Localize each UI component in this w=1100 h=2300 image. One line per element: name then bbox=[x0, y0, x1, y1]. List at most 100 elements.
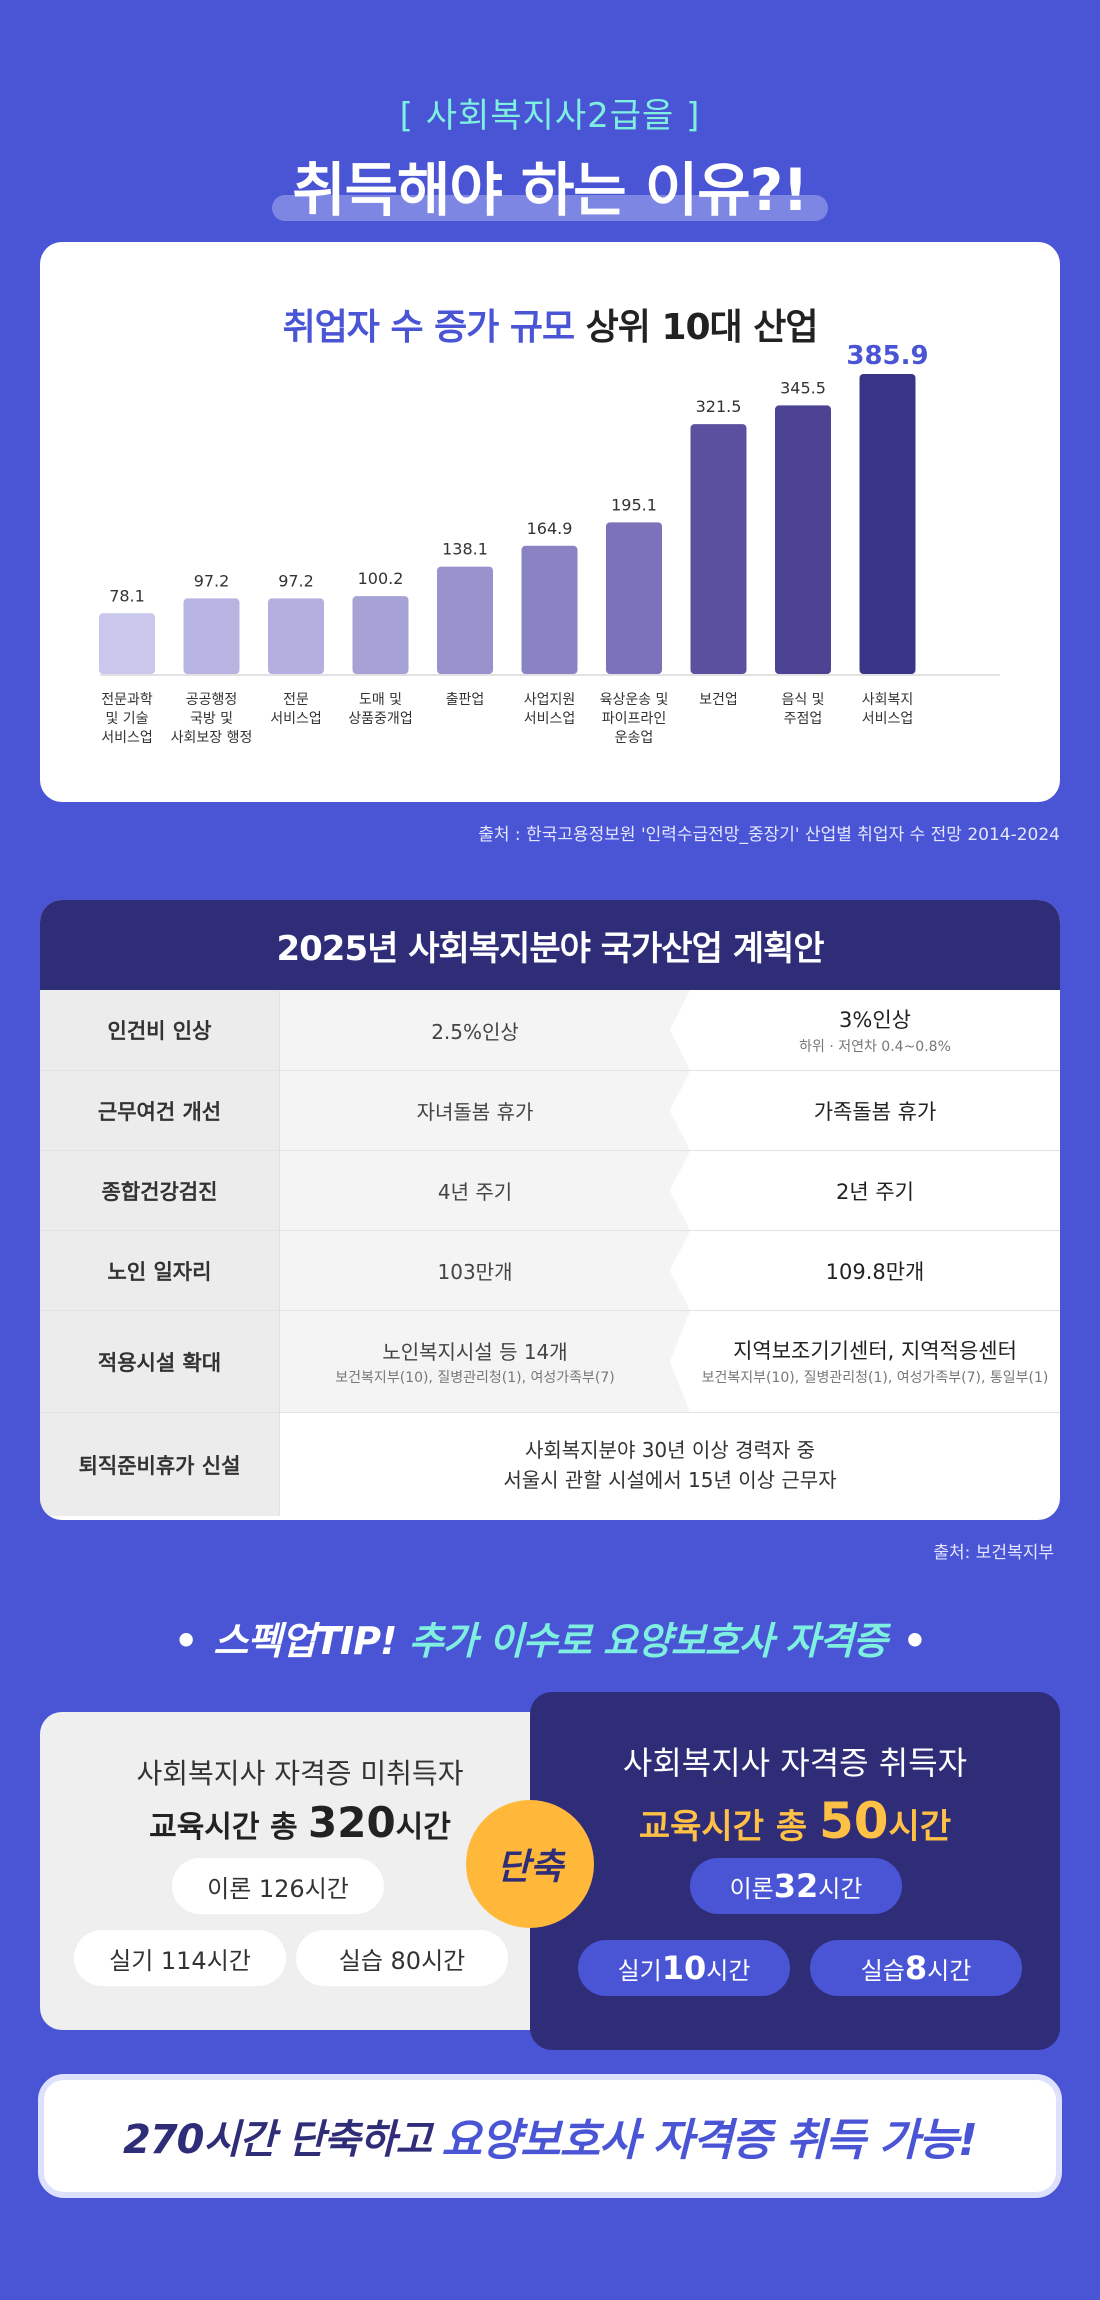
plan-before-value: 103만개 bbox=[437, 1260, 513, 1284]
bar-value-label: 321.5 bbox=[696, 397, 742, 416]
plan-before-value: 자녀돌봄 휴가 bbox=[416, 1100, 534, 1124]
plan-row: 적용시설 확대 노인복지시설 등 14개 보건복지부(10), 질병관리청(1), … bbox=[40, 1310, 1060, 1412]
plan-after-value: 3%인상 bbox=[839, 1007, 911, 1032]
left-theory-pill: 이론 126시간 bbox=[172, 1858, 384, 1914]
pill-label: 이론 bbox=[729, 1874, 774, 1903]
bullet-dot-right: • bbox=[902, 1619, 927, 1663]
chart-bar bbox=[521, 545, 578, 674]
plan-row-value-line2: 서울시 관할 시설에서 15년 이상 근무자 bbox=[503, 1467, 837, 1492]
plan-before-value: 4년 주기 bbox=[437, 1180, 513, 1204]
bar-value-label: 164.9 bbox=[527, 519, 573, 538]
plan-before-note: 보건복지부(10), 질병관리청(1), 여성가족부(7) bbox=[335, 1369, 615, 1386]
chart-title: 취업자 수 증가 규모 상위 10대 산업 bbox=[40, 298, 1060, 350]
compare-with-license: 사회복지사 자격증 취득자 교육시간 총 50시간 이론 32 시간 실기 10 시… bbox=[530, 1692, 1060, 2050]
bottom-normal-text: 270시간 단축하고 bbox=[122, 2117, 432, 2163]
plan-before-value: 2.5%인상 bbox=[431, 1019, 519, 1044]
right-training-pill: 실습 8 시간 bbox=[810, 1940, 1022, 1996]
plan-row-value-line1: 사회복지분야 30년 이상 경력자 중 bbox=[524, 1437, 816, 1462]
category-label: 및 기술 bbox=[105, 711, 148, 727]
total-prefix: 교육시간 총 bbox=[149, 1810, 308, 1845]
category-label: 서비스업 bbox=[101, 730, 153, 746]
compare-right-total: 교육시간 총 50시간 bbox=[530, 1792, 1060, 1850]
plan-row-label: 종합건강검진 bbox=[40, 1151, 280, 1230]
plan-after-value: 2년 주기 bbox=[836, 1179, 914, 1204]
category-label: 도매 및 bbox=[359, 692, 402, 708]
total-number: 50 bbox=[818, 1792, 889, 1850]
category-label: 보건업 bbox=[699, 692, 738, 708]
bullet-dot-left: • bbox=[173, 1619, 198, 1663]
total-unit: 시간 bbox=[888, 1807, 952, 1847]
category-label: 운송업 bbox=[615, 730, 654, 746]
plan-before-value: 노인복지시설 등 14개 bbox=[382, 1339, 568, 1364]
plan-row-after: 109.8만개 bbox=[670, 1231, 1060, 1310]
header-title-wrap: 취득해야 하는 이유?! bbox=[272, 143, 828, 227]
plan-row-before: 103만개 bbox=[280, 1231, 690, 1310]
bar-value-label: 345.5 bbox=[780, 378, 826, 397]
compare-left-title: 사회복지사 자격증 미취득자 bbox=[136, 1757, 464, 1790]
chart-title-rest: 상위 10대 산업 bbox=[585, 307, 819, 348]
chart-title-accent: 취업자 수 증가 규모 bbox=[282, 307, 576, 348]
plan-row: 근무여건 개선 자녀돌봄 휴가 가족돌봄 휴가 bbox=[40, 1070, 1060, 1150]
title-highlight-bar bbox=[272, 195, 828, 221]
category-label: 서비스업 bbox=[862, 711, 914, 727]
bar-value-label: 100.2 bbox=[358, 569, 404, 588]
plan-row-label: 퇴직준비휴가 신설 bbox=[40, 1413, 280, 1516]
bar-value-label: 97.2 bbox=[194, 571, 230, 590]
category-label: 육상운송 및 bbox=[600, 692, 669, 708]
pill-number: 10 bbox=[661, 1949, 707, 1987]
plan-row-after: 가족돌봄 휴가 bbox=[670, 1071, 1060, 1150]
compare-right-title: 사회복지사 자격증 취득자 bbox=[622, 1744, 968, 1782]
pill-unit: 시간 bbox=[706, 1956, 751, 1985]
category-label: 사회복지 bbox=[862, 692, 914, 708]
left-training-pill: 실습 80시간 bbox=[296, 1930, 508, 1986]
pill-unit: 시간 bbox=[818, 1874, 863, 1903]
category-label: 전문과학 bbox=[101, 692, 153, 708]
total-number: 320 bbox=[308, 1798, 396, 1847]
category-label: 주점업 bbox=[784, 711, 823, 727]
category-label: 전문 bbox=[283, 692, 309, 708]
category-label: 사업지원 bbox=[524, 692, 576, 708]
category-label: 출판업 bbox=[446, 692, 485, 708]
chart-bar bbox=[437, 566, 493, 674]
plan-row-label: 근무여건 개선 bbox=[40, 1071, 280, 1150]
chart-source: 출처 : 한국고용정보원 '인력수급전망_중장기' 산업별 취업자 수 전망 2… bbox=[478, 825, 1060, 845]
plan-source: 출처: 보건복지부 bbox=[933, 1543, 1054, 1563]
plan-row-before: 4년 주기 bbox=[280, 1151, 690, 1230]
pill-label: 실기 bbox=[617, 1956, 662, 1985]
chart-bar bbox=[859, 374, 916, 674]
plan-row-before: 2.5%인상 bbox=[280, 990, 690, 1070]
plan-row-value: 사회복지분야 30년 이상 경력자 중 서울시 관할 시설에서 15년 이상 근… bbox=[280, 1413, 1060, 1516]
plan-row-after: 2년 주기 bbox=[670, 1151, 1060, 1230]
plan-row-before: 자녀돌봄 휴가 bbox=[280, 1071, 690, 1150]
chart-bar bbox=[99, 613, 155, 674]
plan-row: 종합건강검진 4년 주기 2년 주기 bbox=[40, 1150, 1060, 1230]
pill-unit: 시간 bbox=[927, 1956, 972, 1985]
tip-heading: • 스펙업TIP! 추가 이수로 요양보호사 자격증 • bbox=[0, 1610, 1100, 1665]
total-prefix: 교육시간 총 bbox=[638, 1807, 819, 1847]
tip-prefix: 스펙업TIP! bbox=[213, 1619, 397, 1663]
plan-row-label: 인건비 인상 bbox=[40, 990, 280, 1070]
chart-bar bbox=[690, 424, 747, 674]
category-label: 상품중개업 bbox=[348, 711, 412, 727]
plan-after-value: 109.8만개 bbox=[825, 1259, 925, 1284]
pill-number: 32 bbox=[773, 1867, 819, 1905]
plan-row: 노인 일자리 103만개 109.8만개 bbox=[40, 1230, 1060, 1310]
right-theory-pill: 이론 32 시간 bbox=[690, 1858, 902, 1914]
bottom-bold-text: 요양보호사 자격증 취득 가능! bbox=[441, 2115, 978, 2166]
chart-bar bbox=[606, 522, 662, 674]
plan-after-note: 보건복지부(10), 질병관리청(1), 여성가족부(7), 통일부(1) bbox=[701, 1370, 1049, 1387]
shorten-badge: 단축 bbox=[466, 1800, 594, 1928]
category-label: 서비스업 bbox=[524, 711, 576, 727]
chart-bar bbox=[352, 596, 409, 674]
page-header: [ 사회복지사2급을 ] 취득해야 하는 이유?! bbox=[0, 88, 1100, 227]
plan-after-value: 지역보조기기센터, 지역적응센터 bbox=[733, 1339, 1017, 1364]
tip-highlight: 추가 이수로 요양보호사 자격증 bbox=[408, 1619, 888, 1663]
plan-after-note: 하위 · 저연차 0.4~0.8% bbox=[799, 1038, 951, 1055]
plan-title: 2025년 사회복지분야 국가산업 계획안 bbox=[40, 900, 1060, 990]
plan-after-value: 가족돌봄 휴가 bbox=[813, 1099, 937, 1124]
